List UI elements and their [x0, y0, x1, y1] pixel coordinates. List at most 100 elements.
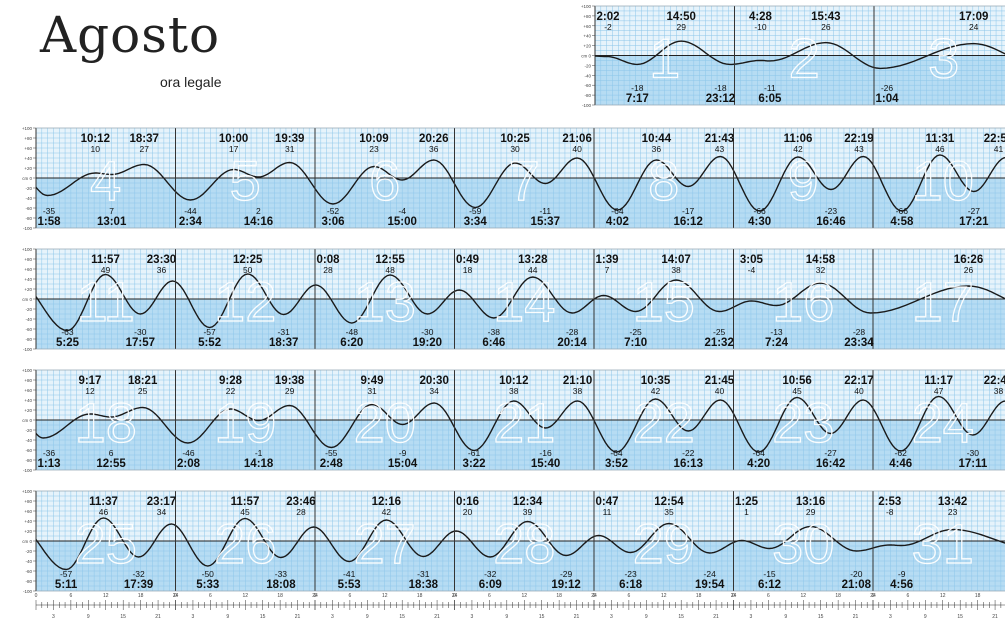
low-tide-time: 5:52 — [198, 337, 221, 349]
low-tide-height: -23 — [624, 569, 637, 579]
day-number: 28 — [493, 512, 555, 575]
low-tide-time: 3:06 — [322, 216, 345, 228]
y-tick-label: +60 — [24, 509, 32, 514]
ruler-label: 9 — [226, 614, 229, 620]
high-tide-height: 25 — [138, 386, 148, 396]
high-tide-height: 39 — [523, 507, 533, 517]
tide-curve — [36, 395, 1005, 453]
y-tick-label: +80 — [24, 257, 32, 262]
ruler-label: 18 — [556, 593, 562, 599]
low-tide-height: -32 — [132, 569, 145, 579]
high-tide-height: 28 — [323, 265, 333, 275]
y-tick-label: +100 — [581, 4, 592, 9]
high-tide-height: 46 — [935, 144, 945, 154]
low-tide-height: -44 — [184, 206, 197, 216]
page-title: Agosto — [40, 6, 221, 64]
high-tide-height: 31 — [285, 144, 295, 154]
low-tide-height: 6 — [109, 448, 114, 458]
high-tide-height: 22 — [226, 386, 236, 396]
day-number: 7 — [509, 149, 540, 212]
high-tide-time: 19:39 — [275, 133, 304, 145]
high-tide-height: 42 — [651, 386, 661, 396]
low-tide-height: -28 — [566, 327, 579, 337]
high-tide-time: 2:02 — [596, 11, 619, 23]
tide-row-1 — [592, 5, 1005, 106]
high-tide-height: 7 — [605, 265, 610, 275]
tide-row-5 — [33, 490, 1005, 592]
y-tick-label: -20 — [584, 63, 591, 68]
low-tide-time: 3:52 — [605, 458, 628, 470]
high-tide-height: 24 — [969, 22, 979, 32]
high-tide-time: 1:25 — [735, 496, 759, 508]
time-ruler — [35, 600, 1005, 610]
y-tick-label: +40 — [583, 34, 591, 39]
ruler-label: 9 — [87, 614, 90, 620]
high-tide-time: 23:30 — [147, 254, 176, 266]
low-tide-height: -66 — [754, 206, 767, 216]
high-tide-time: 18:21 — [128, 375, 158, 387]
high-tide-time: 2:53 — [878, 496, 901, 508]
tide-row-2 — [33, 127, 1005, 229]
low-tide-time: 4:30 — [748, 216, 771, 228]
high-tide-time: 16:26 — [954, 254, 983, 266]
low-tide-time: 19:12 — [551, 579, 580, 591]
high-tide-time: 21:43 — [705, 133, 734, 145]
low-tide-height: -27 — [824, 448, 837, 458]
high-tide-time: 23:17 — [147, 496, 176, 508]
low-tide-height: -18 — [631, 83, 644, 93]
y-tick-label: -80 — [25, 337, 32, 342]
high-tide-time: 22:17 — [844, 375, 873, 387]
low-tide-time: 23:34 — [844, 337, 874, 349]
low-tide-time: 2:08 — [177, 458, 201, 470]
high-tide-height: 26 — [821, 22, 831, 32]
low-tide-height: -29 — [560, 569, 573, 579]
high-tide-height: 12 — [85, 386, 95, 396]
low-tide-height: -64 — [753, 448, 766, 458]
ruler-label: 21 — [155, 614, 161, 620]
high-tide-time: 21:45 — [705, 375, 735, 387]
ruler-label: 0 — [314, 593, 317, 599]
low-tide-height: -20 — [850, 569, 863, 579]
high-tide-time: 11:06 — [784, 133, 813, 145]
low-tide-time: 6:18 — [619, 579, 643, 591]
day-number: 2 — [789, 27, 820, 90]
y-tick-label: +60 — [24, 146, 32, 151]
day-number: 23 — [772, 391, 834, 454]
ruler-label: 12 — [940, 593, 946, 599]
ruler-label: 24 — [173, 593, 179, 599]
high-tide-height: 23 — [948, 507, 958, 517]
ruler-label: 9 — [645, 614, 648, 620]
day-number: 27 — [354, 512, 416, 575]
low-tide-height: -63 — [61, 327, 74, 337]
low-tide-height: -33 — [275, 569, 288, 579]
y-tick-label: +80 — [583, 14, 591, 19]
low-tide-time: 1:04 — [875, 93, 899, 105]
high-tide-time: 1:39 — [595, 254, 618, 266]
y-tick-label: cm 0 — [22, 176, 32, 181]
day-number: 24 — [912, 391, 974, 454]
ruler-label: 24 — [591, 593, 597, 599]
ruler-label: 18 — [835, 593, 841, 599]
y-tick-label: +20 — [583, 44, 591, 49]
low-tide-time: 17:39 — [124, 579, 153, 591]
low-tide-height: -17 — [682, 206, 695, 216]
ruler-label: 18 — [138, 593, 144, 599]
y-tick-label: +100 — [22, 126, 33, 131]
high-tide-time: 21:06 — [562, 133, 591, 145]
ruler-label: 12 — [242, 593, 248, 599]
low-tide-time: 6:46 — [482, 337, 505, 349]
low-tide-time: 18:37 — [269, 337, 298, 349]
low-tide-time: 5:25 — [56, 337, 80, 349]
high-tide-height: 40 — [572, 144, 582, 154]
high-tide-height: 41 — [994, 144, 1004, 154]
ruler-label: 6 — [906, 593, 909, 599]
high-tide-time: 15:43 — [811, 11, 840, 23]
y-tick-label: +80 — [24, 378, 32, 383]
low-tide-height: -59 — [469, 206, 482, 216]
low-tide-height: -52 — [327, 206, 340, 216]
ruler-label: 24 — [731, 593, 737, 599]
high-tide-height: 26 — [964, 265, 974, 275]
low-tide-time: 6:12 — [758, 579, 781, 591]
low-tide-height: 2 — [256, 206, 261, 216]
high-tide-height: 29 — [285, 386, 295, 396]
